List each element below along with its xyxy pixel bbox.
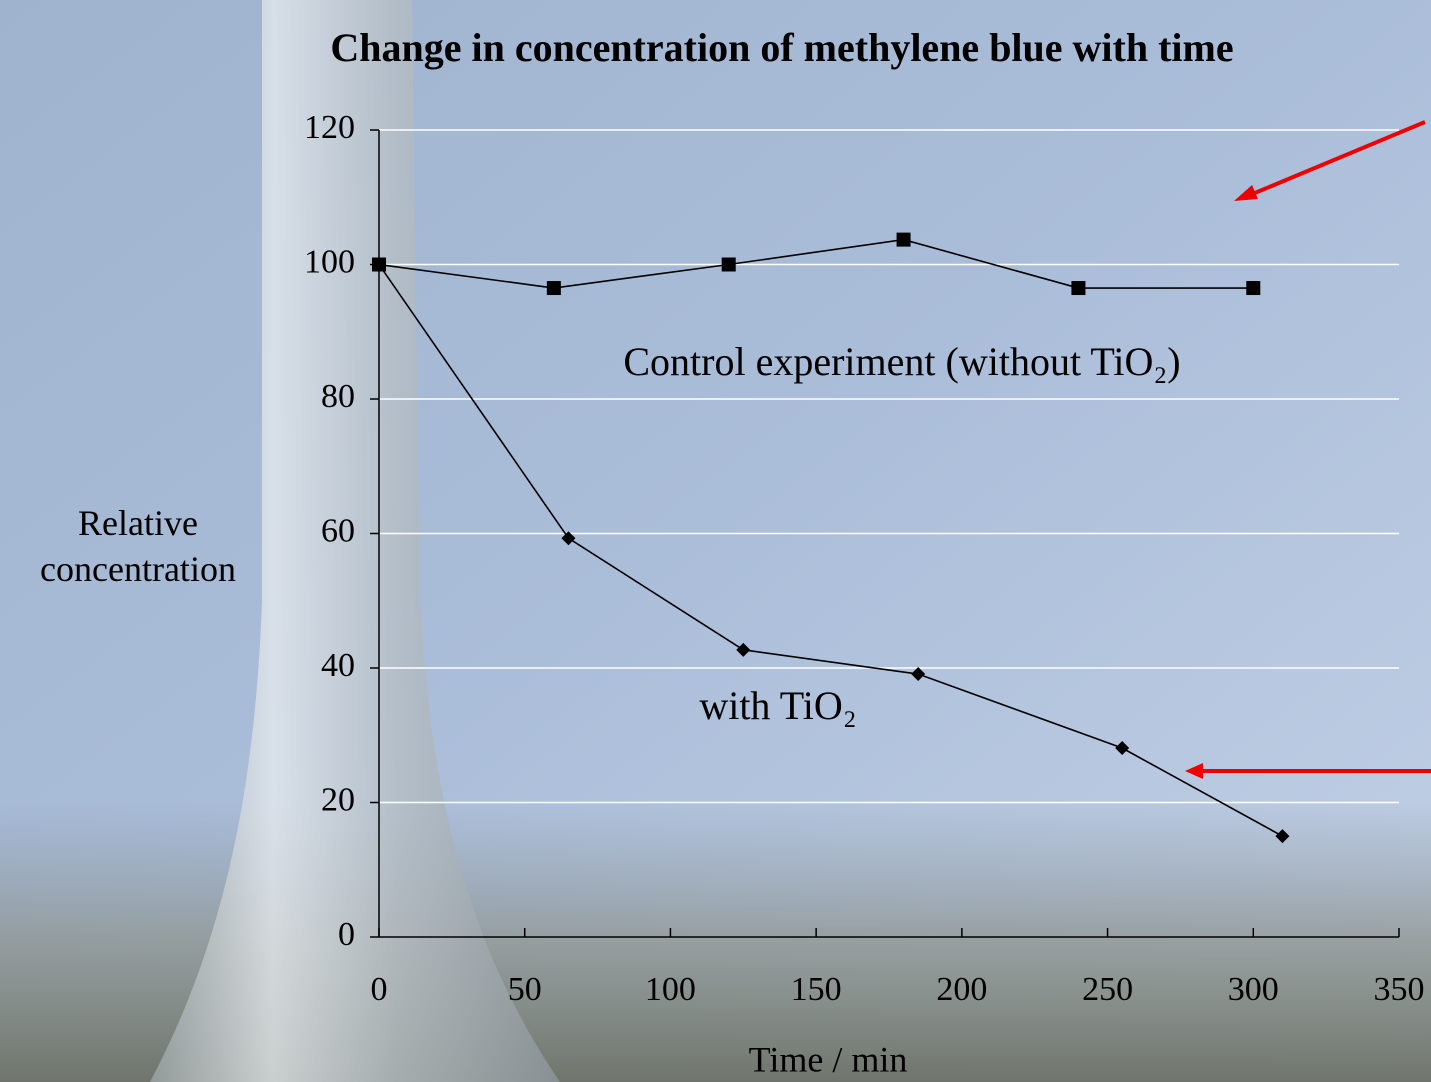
series-label: with TiO₂ <box>699 683 856 728</box>
point-marker <box>1275 829 1290 844</box>
point-marker <box>1115 741 1130 756</box>
y-tick-label: 100 <box>304 243 355 280</box>
point-marker <box>1246 281 1261 296</box>
y-axis-label: Relative concentration <box>40 503 236 589</box>
series-label: Control experiment (without TiO₂) <box>623 339 1180 384</box>
y-tick-label: 60 <box>321 512 355 549</box>
point-marker <box>1071 281 1086 296</box>
y-tick-label: 40 <box>321 647 355 684</box>
x-tick-label: 350 <box>1374 971 1425 1008</box>
y-tick-label: 80 <box>321 378 355 415</box>
point-marker <box>911 667 926 682</box>
x-tick-label: 150 <box>791 971 842 1008</box>
x-tick-label: 300 <box>1228 971 1279 1008</box>
y-tick-label: 20 <box>321 781 355 818</box>
x-tick-label: 100 <box>645 971 696 1008</box>
y-tick-label: 120 <box>304 109 355 146</box>
red-arrow <box>1234 120 1426 201</box>
x-tick-label: 250 <box>1082 971 1133 1008</box>
x-tick-label: 200 <box>936 971 987 1008</box>
x-axis-label: Time / min <box>749 1039 908 1079</box>
series-line <box>378 238 1254 289</box>
point-marker <box>372 257 386 272</box>
red-arrow <box>1185 763 1431 779</box>
x-tick-label: 0 <box>371 971 388 1008</box>
background-glass <box>150 0 560 1082</box>
x-tick-label: 50 <box>508 971 542 1008</box>
point-marker <box>736 642 751 657</box>
series-line <box>378 264 1283 837</box>
point-marker <box>896 232 911 247</box>
point-marker <box>721 257 736 272</box>
y-tick-label: 0 <box>338 916 355 953</box>
point-marker <box>546 281 561 296</box>
chart-title: Change in concentration of methylene blu… <box>330 25 1233 70</box>
point-marker <box>561 531 576 546</box>
